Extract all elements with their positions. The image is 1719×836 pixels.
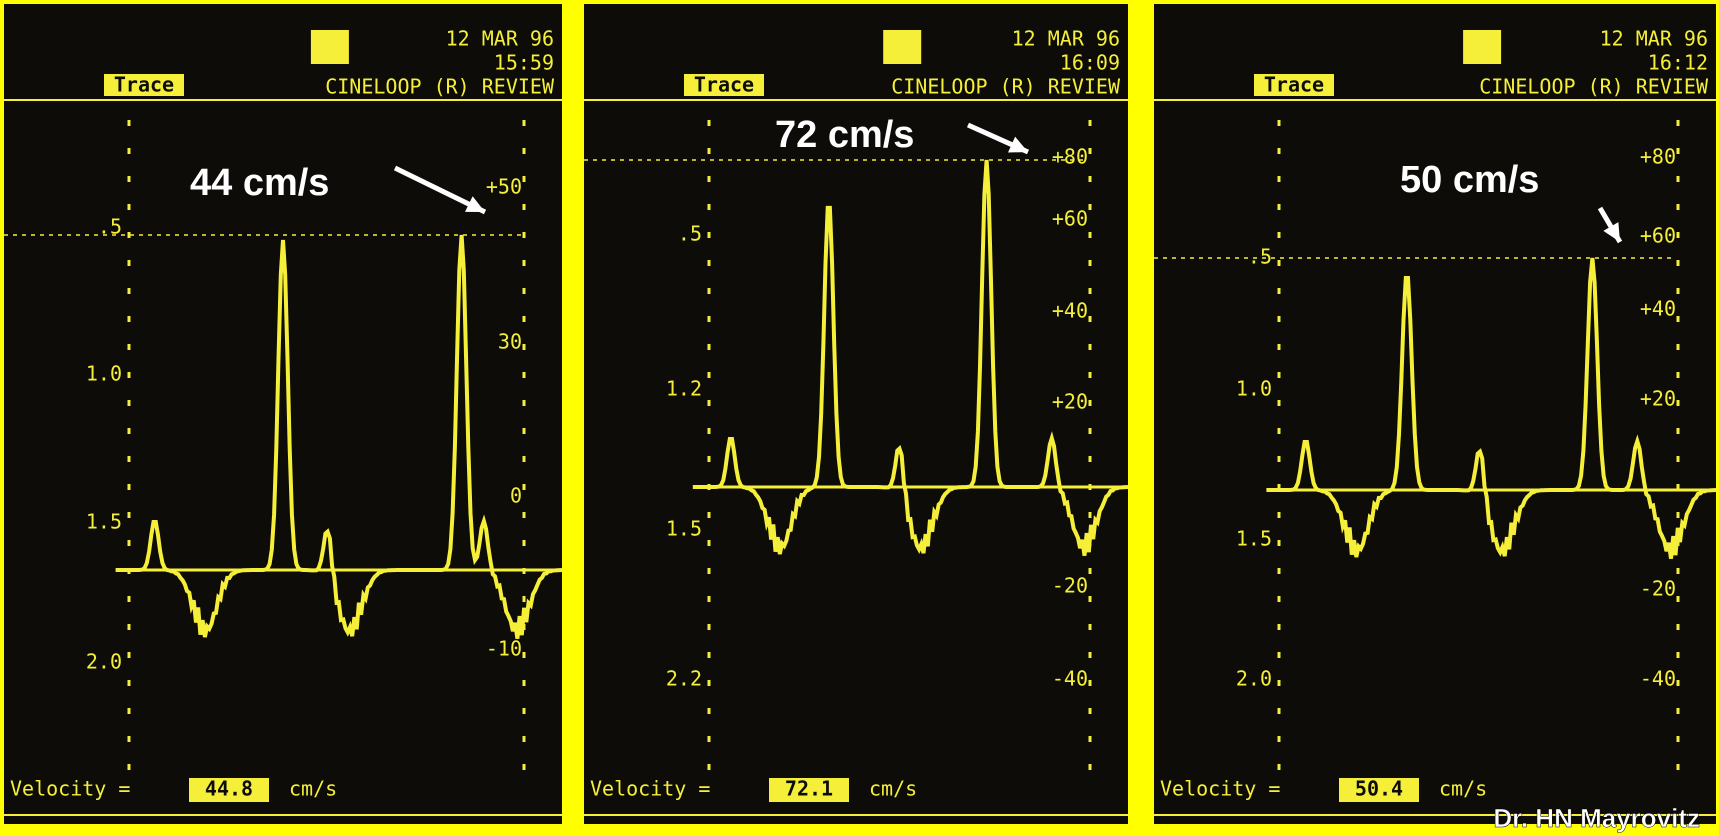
left-axis-label: .5 [678,222,702,246]
annotation: 72 cm/s [775,114,914,156]
time: 15:59 [494,51,554,75]
right-axis-label: +60 [1640,224,1676,248]
left-axis-label: 1.5 [86,510,122,534]
panel-screen [1154,4,1716,824]
velocity-value: 50.4 [1355,777,1403,801]
velocity-value: 44.8 [205,777,253,801]
velocity-label: Velocity = [1160,777,1280,801]
velocity-label: Velocity = [590,777,710,801]
velocity-unit: cm/s [869,777,917,801]
right-axis-label: -40 [1640,667,1676,691]
velocity-unit: cm/s [289,777,337,801]
header: CINELOOP (R) REVIEW [325,75,555,99]
left-axis-label: 2.2 [666,667,702,691]
right-axis-label: +50 [486,175,522,199]
mode: Trace [114,73,174,97]
left-axis-label: .5 [98,215,122,239]
left-axis-label: 2.0 [1236,667,1272,691]
right-axis-label: +80 [1052,145,1088,169]
left-axis-label: 2.0 [86,650,122,674]
mode: Trace [694,73,754,97]
header: CINELOOP (R) REVIEW [1479,75,1709,99]
left-axis-label: 1.0 [1236,377,1272,401]
left-axis-label: 1.5 [1236,527,1272,551]
credit: Dr. HN Mayrovitz [1493,803,1700,833]
date: 12 MAR 96 [446,27,554,51]
right-axis-label: 0 [510,484,522,508]
right-axis-label: 30 [498,330,522,354]
velocity-value: 72.1 [785,777,833,801]
velocity-unit: cm/s [1439,777,1487,801]
annotation: 44 cm/s [190,162,329,204]
left-axis-label: .5 [1248,245,1272,269]
left-axis-label: 1.2 [666,377,702,401]
right-axis-label: +80 [1640,145,1676,169]
right-axis-label: +20 [1052,390,1088,414]
header: CINELOOP (R) REVIEW [891,75,1121,99]
right-axis-label: -40 [1052,667,1088,691]
right-axis-label: -20 [1052,574,1088,598]
right-axis-label: +40 [1052,299,1088,323]
time: 16:09 [1060,51,1120,75]
velocity-label: Velocity = [10,777,130,801]
date: 12 MAR 96 [1600,27,1708,51]
panel-screen [4,4,562,824]
right-axis-label: +20 [1640,387,1676,411]
right-axis-label: +60 [1052,207,1088,231]
right-axis-label: -10 [486,637,522,661]
logo [1463,30,1501,64]
logo [883,30,921,64]
left-axis-label: 1.5 [666,517,702,541]
date: 12 MAR 96 [1012,27,1120,51]
left-axis-label: 1.0 [86,362,122,386]
right-axis-label: -20 [1640,577,1676,601]
logo [311,30,349,64]
screenshot: 12 MAR 9615:59TraceCINELOOP (R) REVIEW.5… [0,0,1719,836]
time: 16:12 [1648,51,1708,75]
annotation: 50 cm/s [1400,159,1539,201]
right-axis-label: +40 [1640,297,1676,321]
mode: Trace [1264,73,1324,97]
